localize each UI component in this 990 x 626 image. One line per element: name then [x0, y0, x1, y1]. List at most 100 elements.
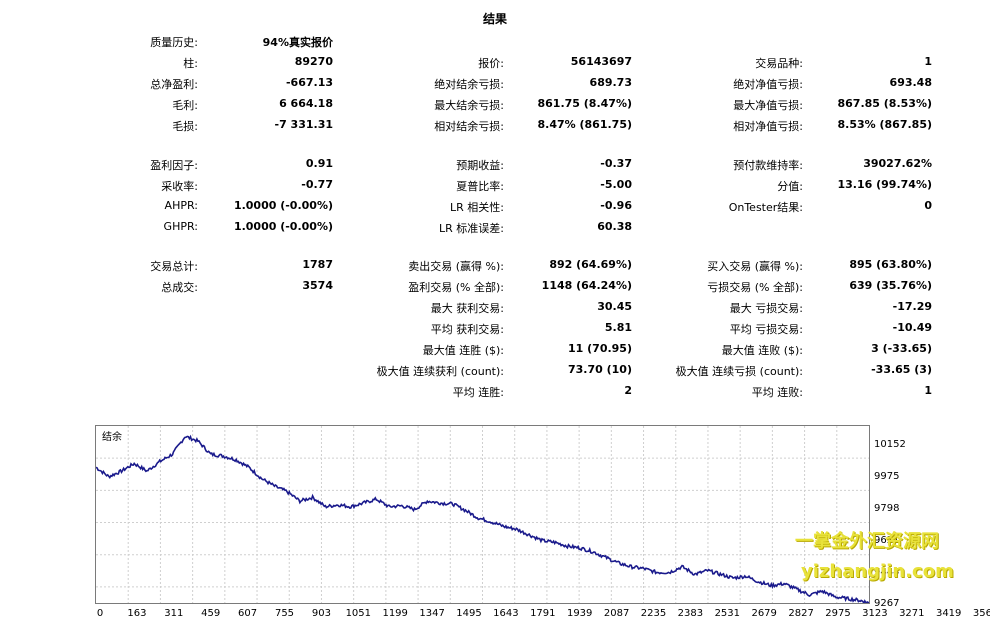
col2-label-7: LR 标准误差: [439, 222, 504, 235]
x-tick-label: 3567 [972, 608, 990, 619]
x-tick-label: 3419 [935, 608, 962, 619]
col3-value-7: 895 (63.80%) [849, 258, 932, 271]
col2-label-14: 平均 连胜: [452, 386, 504, 399]
col3-value-4: 39027.62% [863, 157, 932, 170]
col3-label-12: 极大值 连续亏损 (count): [675, 365, 803, 378]
x-tick-label: 3271 [899, 608, 925, 619]
y-tick-label: 9267 [874, 598, 900, 609]
col3-label-5: 分值: [777, 180, 803, 193]
x-tick-label: 1347 [419, 608, 445, 619]
col2-value-8: 892 (64.69%) [549, 258, 632, 271]
col1-value-10: 3574 [302, 279, 333, 292]
x-tick-label: 163 [127, 608, 147, 619]
col3-value-6: 0 [924, 199, 932, 212]
col2-value-14: 2 [624, 384, 632, 397]
x-tick-label: 755 [274, 608, 295, 619]
col2-value-13: 73.70 (10) [568, 363, 632, 376]
col3-value-5: 13.16 (99.74%) [837, 178, 933, 191]
col2-value-3: 8.47% (861.75) [537, 118, 633, 131]
col2-label-3: 相对结余亏损: [434, 120, 504, 133]
col3-label-2: 最大净值亏损: [733, 99, 803, 112]
watermark-text-cn: 一掌金外汇资源网 [795, 531, 939, 552]
col2-value-10: 30.45 [597, 300, 632, 313]
x-tick-label: 1199 [382, 608, 408, 619]
x-tick-label: 1495 [456, 608, 482, 619]
col2-label-10: 最大 获利交易: [430, 302, 504, 315]
col3-value-11: 3 (-33.65) [871, 342, 932, 355]
col2-value-12: 11 (70.95) [568, 342, 632, 355]
col2-value-11: 5.81 [604, 321, 632, 334]
col1-value-3: 6 664.18 [279, 97, 333, 110]
balance-line [96, 434, 869, 603]
col3-label-4: 预付款维持率: [733, 159, 803, 172]
col1-label-0: 质量历史: [150, 36, 198, 49]
watermark-text-url: yizhangjin.com [801, 561, 954, 582]
col1-label-1: 柱: [183, 57, 198, 70]
col2-value-9: 1148 (64.24%) [541, 279, 632, 292]
col2-label-13: 极大值 连续获利 (count): [376, 365, 504, 378]
col3-value-12: -33.65 (3) [871, 363, 932, 376]
report-title: 结果 [482, 12, 507, 26]
y-tick-label: 9798 [874, 503, 900, 514]
col2-value-6: -0.96 [600, 199, 632, 212]
x-tick-label: 1051 [345, 608, 372, 619]
col2-label-5: 夏普比率: [456, 180, 504, 193]
x-tick-label: 2383 [677, 608, 704, 619]
col2-label-11: 平均 获利交易: [430, 323, 504, 336]
col2-label-1: 绝对结余亏损: [434, 78, 504, 91]
x-tick-label: 903 [311, 608, 331, 619]
x-tick-label: 0 [96, 608, 104, 619]
col1-label-4: 毛损: [172, 120, 198, 133]
col1-value-8: 1.0000 (-0.00%) [233, 220, 333, 233]
col1-value-4: -7 331.31 [274, 118, 334, 131]
col2-value-1: 689.73 [589, 76, 632, 89]
y-tick-label: 9621 [874, 535, 900, 546]
col2-value-4: -0.37 [600, 157, 632, 170]
col2-value-5: -5.00 [600, 178, 632, 191]
col1-label-9: 交易总计: [150, 260, 198, 273]
x-tick-label: 1791 [530, 608, 556, 619]
col3-label-11: 最大值 连败 ($): [721, 344, 803, 357]
col3-label-10: 平均 亏损交易: [729, 323, 803, 336]
col3-label-0: 交易品种: [755, 57, 803, 70]
col2-label-4: 预期收益: [456, 159, 504, 172]
col3-label-3: 相对净值亏损: [733, 120, 803, 133]
y-tick-label: 9444 [874, 567, 900, 578]
col2-label-2: 最大结余亏损: [434, 99, 504, 112]
col2-label-9: 盈利交易 (% 全部): [408, 281, 504, 294]
col1-value-1: 89270 [294, 55, 333, 68]
col1-label-7: AHPR: [164, 199, 198, 212]
x-tick-label: 3123 [862, 608, 888, 619]
x-tick-label: 311 [164, 608, 184, 619]
col3-value-8: 639 (35.76%) [849, 279, 932, 292]
col1-value-9: 1787 [302, 258, 333, 271]
col2-label-0: 报价: [478, 57, 504, 70]
x-tick-label: 1939 [566, 608, 593, 619]
col1-label-8: GHPR: [163, 220, 198, 233]
x-tick-label: 2235 [640, 608, 667, 619]
col3-value-2: 867.85 (8.53%) [837, 97, 933, 110]
col3-value-0: 1 [924, 55, 932, 68]
balance-chart-svg [96, 426, 869, 603]
y-tick-label: 9975 [874, 471, 900, 482]
x-tick-label: 1643 [493, 608, 519, 619]
col2-value-2: 861.75 (8.47%) [537, 97, 633, 110]
col1-label-5: 盈利因子: [150, 159, 198, 172]
col1-label-2: 总净盈利: [150, 78, 198, 91]
x-tick-label: 607 [238, 608, 258, 619]
col3-label-9: 最大 亏损交易: [729, 302, 803, 315]
col3-label-13: 平均 连败: [751, 386, 803, 399]
x-tick-label: 2679 [751, 608, 777, 619]
col2-label-6: LR 相关性: [450, 201, 504, 214]
x-tick-label: 2827 [788, 608, 814, 619]
col1-label-3: 毛利: [172, 99, 198, 112]
col3-value-1: 693.48 [889, 76, 932, 89]
y-tick-label: 10152 [874, 439, 906, 450]
col3-value-3: 8.53% (867.85) [837, 118, 933, 131]
col3-value-10: -10.49 [892, 321, 932, 334]
col1-value-5: 0.91 [305, 157, 333, 170]
x-tick-label: 459 [201, 608, 221, 619]
col3-value-9: -17.29 [892, 300, 932, 313]
col3-value-13: 1 [924, 384, 932, 397]
col2-value-7: 60.38 [597, 220, 632, 233]
